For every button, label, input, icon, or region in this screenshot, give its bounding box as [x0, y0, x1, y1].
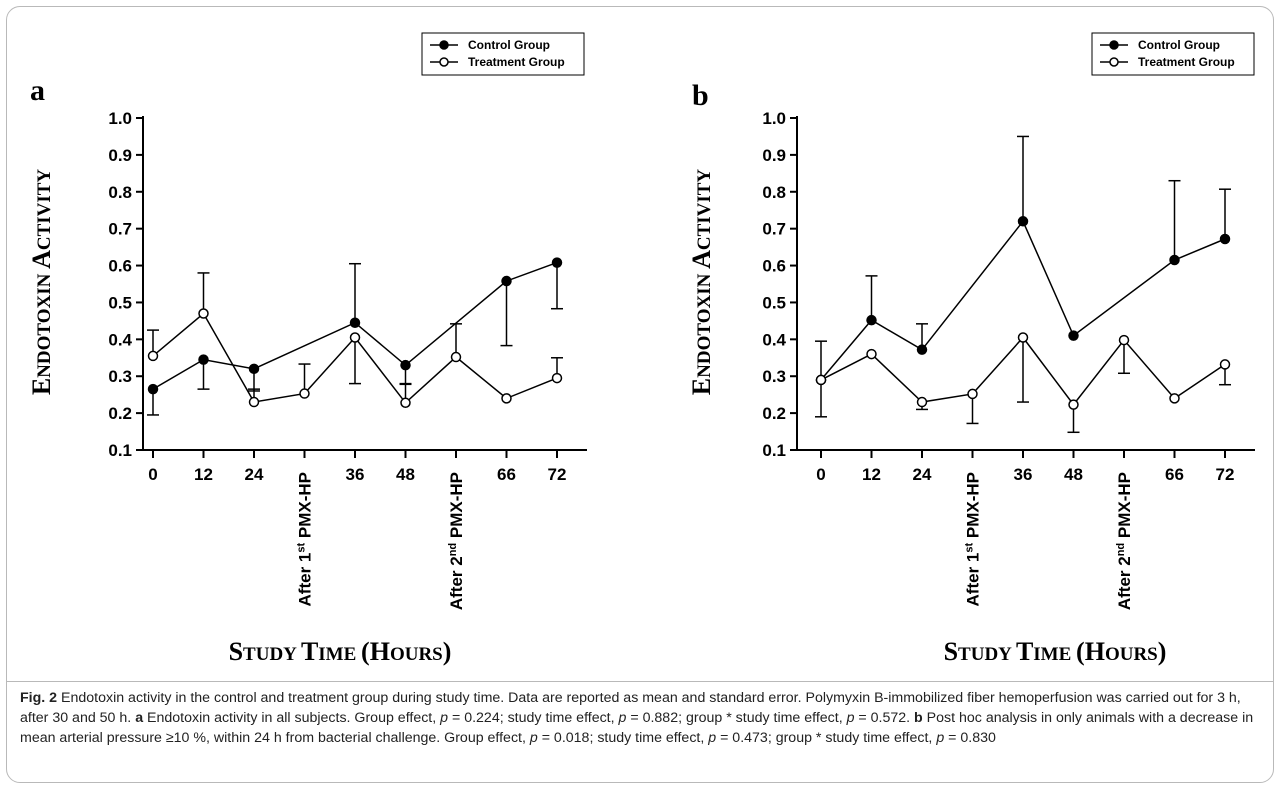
legend-box [1091, 32, 1255, 76]
data-point-control [916, 344, 928, 355]
legend-box [421, 32, 585, 76]
caption-divider [6, 681, 1274, 682]
x-tick-label: 12 [194, 465, 213, 484]
data-point-control [1169, 254, 1180, 266]
legend-marker [439, 40, 449, 50]
data-point-treatment [1169, 393, 1180, 404]
x-tick-label: 36 [346, 465, 365, 484]
figure-caption: Fig. 2 Endotoxin activity in the control… [20, 688, 1265, 748]
y-tick-label: 0.6 [108, 257, 132, 276]
caption-figure-label: Fig. 2 [20, 690, 58, 706]
caption-main-text: Endotoxin activity in the control and tr… [20, 690, 1241, 726]
y-tick-label: 0.1 [762, 441, 786, 460]
y-tick-label: 0.5 [762, 293, 786, 312]
data-point-treatment [248, 396, 260, 408]
data-point-treatment [501, 393, 512, 404]
data-point-control [198, 354, 209, 365]
y-axis-title: ENDOTOXIN ACTIVITY [27, 169, 56, 396]
y-tick-label: 0.4 [762, 330, 786, 349]
data-point-control [1017, 216, 1029, 227]
legend-label: Control Group [468, 38, 550, 52]
x-tick-label: 0 [148, 465, 157, 484]
y-tick-label: 0.3 [762, 367, 786, 386]
x-tick-label: 72 [548, 465, 567, 484]
data-point-treatment [1118, 334, 1130, 346]
data-point-control [866, 314, 877, 326]
x-tick-label: 66 [497, 465, 516, 484]
x-tick-label: After 2nd PMX-HP [447, 472, 466, 610]
y-tick-label: 1.0 [108, 109, 132, 128]
x-axis-title: STUDY TIME (HOURS) [944, 637, 1167, 666]
data-point-treatment [198, 308, 209, 319]
panel-letter: b [692, 79, 709, 112]
y-tick-label: 0.7 [108, 220, 132, 239]
chart-panel-b: b 0.1 0.2 0.3 0.4 0.5 0.6 0.7 0.8 0.9 1.0 0 12 24 Afte… [687, 32, 1255, 666]
data-point-treatment [450, 351, 462, 363]
data-point-control [147, 383, 159, 395]
data-point-treatment [400, 397, 411, 409]
y-tick-label: 1.0 [762, 109, 786, 128]
x-tick-label: 12 [862, 465, 881, 484]
legend-marker [1109, 57, 1119, 67]
data-point-treatment [147, 350, 159, 362]
x-tick-label: 48 [396, 465, 415, 484]
legend: Control Group Treatment Group [1091, 32, 1255, 76]
data-point-treatment [967, 388, 978, 400]
chart-panel-a: a 0.1 0.2 0.3 0.4 0.5 0.6 0.7 0.8 0.9 1.0 0 12 24 Afte… [27, 32, 587, 666]
data-point-control [349, 317, 361, 328]
figure-charts: a 0.1 0.2 0.3 0.4 0.5 0.6 0.7 0.8 0.9 1.0 0 12 24 Afte… [27, 32, 1255, 666]
data-point-treatment [1068, 399, 1079, 410]
y-tick-label: 0.2 [762, 404, 786, 423]
data-point-control [501, 275, 512, 287]
data-point-treatment [1017, 332, 1029, 343]
x-tick-label: 24 [245, 465, 264, 484]
y-tick-label: 0.4 [108, 330, 132, 349]
figure-frame [6, 6, 1274, 783]
caption-text-b: Post hoc analysis in only animals with a… [20, 710, 1254, 746]
y-tick-label: 0.6 [762, 257, 786, 276]
y-tick-label: 0.2 [108, 404, 132, 423]
legend-marker [439, 57, 449, 67]
x-tick-label: 72 [1216, 465, 1235, 484]
caption-text-a: Endotoxin activity in all subjects. Grou… [147, 710, 911, 726]
caption-label-a: a [135, 710, 144, 726]
caption-label-b: b [914, 710, 923, 726]
data-point-control [1219, 233, 1231, 245]
legend: Control Group Treatment Group [421, 32, 585, 76]
x-tick-label: 36 [1014, 465, 1033, 484]
y-tick-label: 0.8 [762, 183, 786, 202]
data-point-treatment [551, 372, 563, 384]
data-point-treatment [349, 332, 361, 343]
panel-letter: a [30, 74, 45, 107]
y-tick-label: 0.1 [108, 441, 132, 460]
data-point-treatment [1219, 359, 1231, 370]
legend-label: Treatment Group [468, 55, 565, 69]
legend-label: Control Group [1138, 38, 1220, 52]
x-axis-title: STUDY TIME (HOURS) [229, 637, 452, 666]
x-tick-label: After 1st PMX-HP [296, 472, 315, 606]
data-point-treatment [815, 374, 827, 386]
x-tick-label: 48 [1064, 465, 1083, 484]
y-tick-label: 0.7 [762, 220, 786, 239]
x-tick-label: 66 [1165, 465, 1184, 484]
y-axis-title: ENDOTOXIN ACTIVITY [687, 169, 716, 396]
legend-marker [1109, 40, 1119, 50]
data-point-treatment [916, 396, 928, 408]
data-point-treatment [299, 388, 310, 399]
y-tick-label: 0.9 [108, 146, 132, 165]
y-tick-label: 0.5 [108, 293, 132, 312]
data-point-control [1068, 330, 1079, 341]
data-point-control [400, 359, 411, 371]
y-tick-label: 0.8 [108, 183, 132, 202]
x-tick-label: After 2nd PMX-HP [1115, 472, 1134, 610]
data-point-control [551, 257, 563, 268]
y-tick-label: 0.3 [108, 367, 132, 386]
x-tick-label: After 1st PMX-HP [964, 472, 983, 606]
data-point-control [248, 363, 260, 375]
x-tick-label: 24 [913, 465, 932, 484]
data-point-treatment [866, 348, 877, 360]
legend-label: Treatment Group [1138, 55, 1235, 69]
y-tick-label: 0.9 [762, 146, 786, 165]
x-tick-label: 0 [816, 465, 825, 484]
